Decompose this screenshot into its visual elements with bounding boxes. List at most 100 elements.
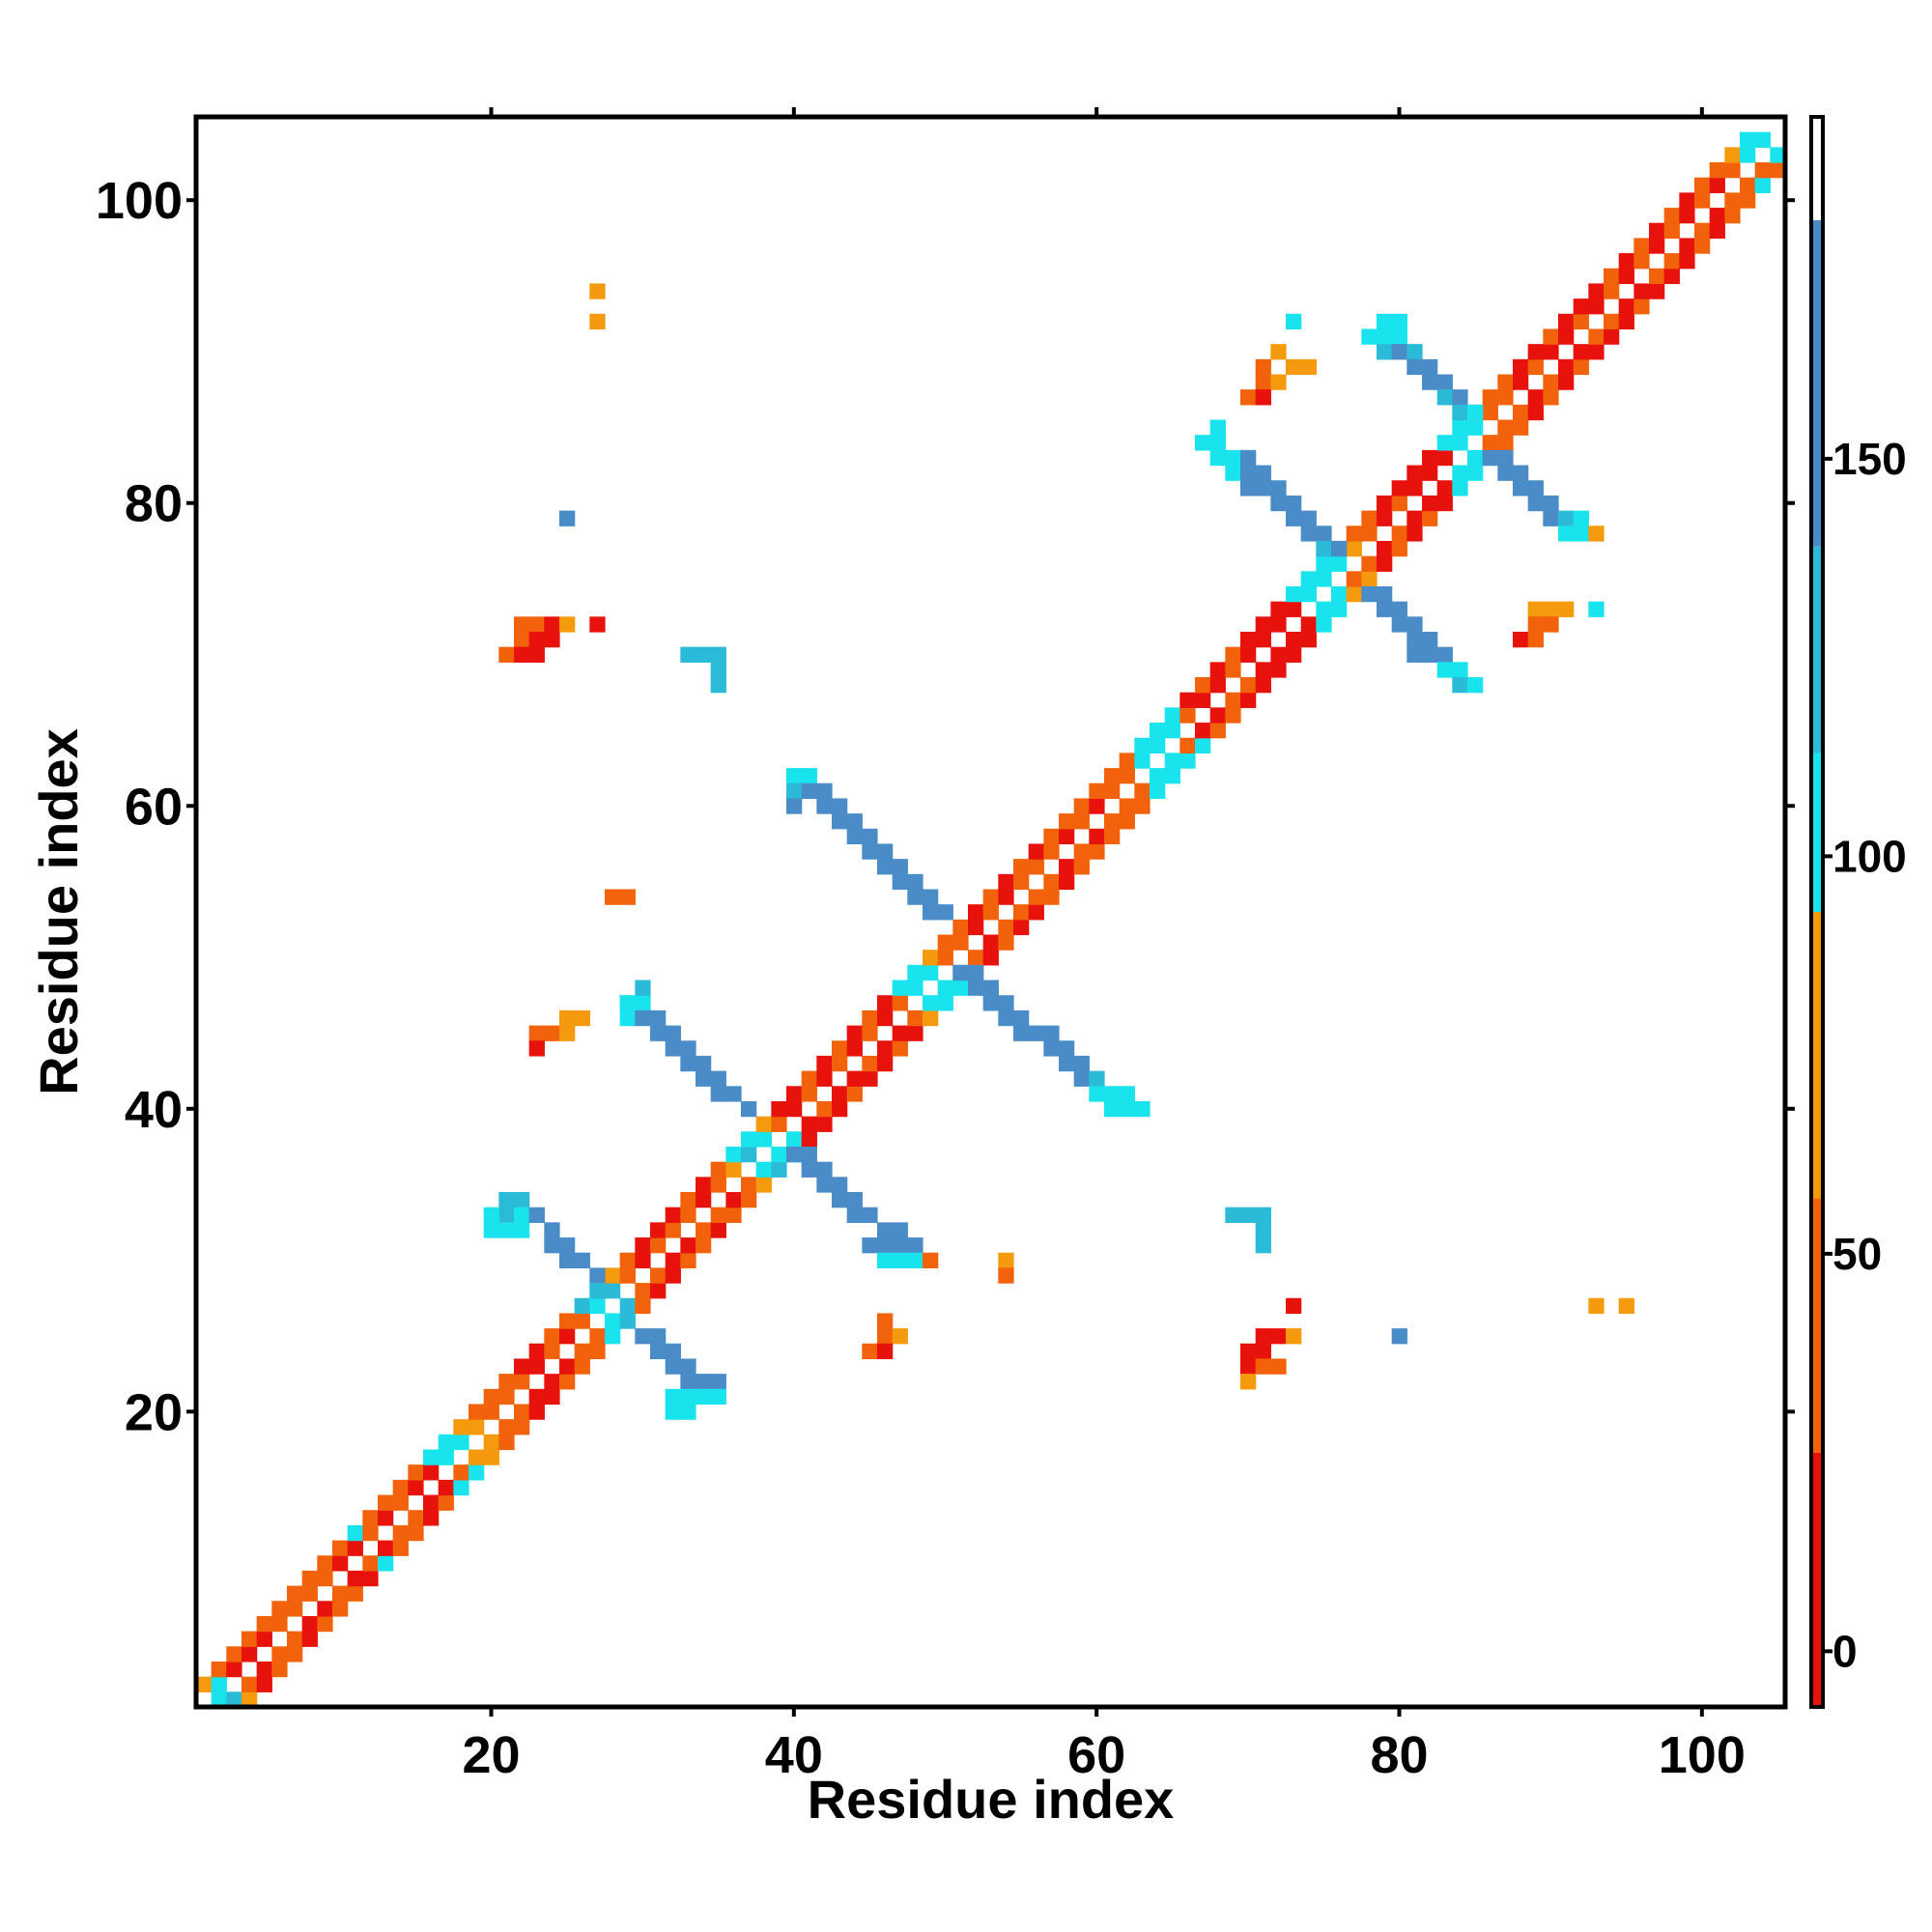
heatmap-cell: [1588, 344, 1605, 360]
heatmap-cell: [559, 1025, 576, 1041]
heatmap-cell: [816, 1070, 833, 1087]
heatmap-cell: [544, 1388, 560, 1406]
heatmap-cell: [801, 1146, 817, 1163]
heatmap-cell: [1270, 646, 1287, 663]
heatmap-cell: [544, 1025, 560, 1041]
heatmap-cell: [1150, 782, 1166, 800]
colorbar-band: [1811, 1198, 1823, 1453]
heatmap-cell: [287, 1631, 303, 1647]
heatmap-cell: [528, 1040, 545, 1057]
heatmap-cell: [1089, 782, 1105, 800]
heatmap-cell: [1527, 404, 1544, 421]
heatmap-cell: [1724, 147, 1741, 163]
heatmap-cell: [287, 1601, 303, 1617]
heatmap-cell: [1346, 585, 1362, 603]
heatmap-cell: [1694, 238, 1711, 254]
y-tick-label: 60: [125, 778, 183, 836]
heatmap-cell: [1618, 253, 1634, 270]
heatmap-cell: [589, 1328, 606, 1345]
heatmap-cell: [832, 1100, 848, 1118]
heatmap-cell: [528, 1207, 545, 1223]
heatmap-cell: [1527, 495, 1544, 512]
heatmap-cell: [589, 616, 606, 633]
heatmap-cell: [544, 1328, 560, 1345]
heatmap-cell: [786, 1086, 803, 1102]
heatmap-cell: [892, 1040, 908, 1057]
heatmap-cell: [786, 768, 803, 784]
heatmap-cell: [1209, 677, 1226, 694]
heatmap-cell: [347, 1585, 363, 1602]
heatmap-cell: [710, 1177, 726, 1193]
heatmap-cell: [589, 1267, 606, 1284]
heatmap-cell: [1270, 480, 1287, 497]
heatmap-cell: [1225, 449, 1241, 467]
heatmap-cell: [771, 1161, 787, 1178]
heatmap-cell: [741, 1131, 757, 1148]
heatmap-cell: [665, 1388, 681, 1406]
heatmap-cell: [498, 1388, 515, 1406]
heatmap-cell: [846, 1207, 863, 1223]
heatmap-cell: [1527, 480, 1544, 497]
heatmap-cell: [528, 631, 545, 648]
heatmap-cell: [982, 934, 999, 951]
heatmap-cell: [453, 1479, 469, 1496]
heatmap-cell: [710, 1388, 726, 1406]
heatmap-cell: [1361, 510, 1378, 526]
heatmap-cell: [408, 1510, 424, 1526]
heatmap-cell: [514, 616, 530, 633]
heatmap-cell: [1179, 707, 1196, 724]
heatmap-cell: [1377, 328, 1393, 345]
heatmap-cell: [1270, 344, 1287, 360]
heatmap-cell: [528, 1388, 545, 1406]
heatmap-cell: [1164, 768, 1180, 784]
heatmap-cell: [1422, 465, 1438, 481]
heatmap-cell: [1709, 208, 1725, 224]
y-tick-label: 20: [125, 1383, 183, 1441]
heatmap-cell: [923, 904, 939, 921]
heatmap-cell: [362, 1524, 379, 1542]
heatmap-cell: [650, 1343, 667, 1360]
heatmap-cell: [1286, 601, 1302, 617]
heatmap-cell: [483, 1434, 499, 1451]
heatmap-cell: [832, 798, 848, 814]
colorbar-tick-label: 50: [1833, 1229, 1882, 1279]
heatmap-cell: [1043, 843, 1060, 860]
heatmap-cell: [1406, 616, 1423, 633]
heatmap-cell: [1300, 631, 1317, 648]
heatmap-cell: [1482, 449, 1498, 467]
heatmap-cell: [1240, 389, 1257, 406]
heatmap-cell: [1028, 1025, 1044, 1041]
heatmap-cell: [1286, 646, 1302, 663]
heatmap-cell: [1286, 495, 1302, 512]
heatmap-cell: [392, 1524, 409, 1542]
heatmap-cell: [1240, 465, 1257, 481]
heatmap-cell: [1255, 1237, 1271, 1254]
heatmap-cell: [1119, 1100, 1135, 1118]
heatmap-cell: [877, 1222, 894, 1238]
heatmap-cell: [907, 980, 923, 996]
heatmap-cell: [665, 1358, 681, 1375]
heatmap-cell: [1346, 571, 1362, 587]
heatmap-cell: [1255, 1207, 1271, 1223]
heatmap-cell: [423, 1464, 440, 1481]
heatmap-cell: [1059, 873, 1075, 891]
heatmap-cell: [710, 677, 726, 694]
heatmap-cell: [1406, 344, 1423, 360]
heatmap-cell: [317, 1601, 333, 1617]
heatmap-cell: [816, 1055, 833, 1072]
heatmap-cell: [301, 1570, 318, 1587]
heatmap-cell: [1406, 646, 1423, 663]
heatmap-cell: [1649, 238, 1665, 254]
y-axis-ticks: 20 40 60 80 100: [96, 172, 1795, 1441]
heatmap-cell: [1452, 465, 1468, 481]
heatmap-cell: [1119, 768, 1135, 784]
heatmap-cell: [1104, 828, 1121, 845]
heatmap-cell: [619, 1297, 636, 1315]
heatmap-cell: [1089, 843, 1105, 860]
heatmap-cell: [696, 1374, 712, 1390]
colorbar-tick-label: 150: [1833, 434, 1907, 484]
heatmap-cell: [937, 980, 953, 996]
heatmap-cell: [696, 1055, 712, 1072]
heatmap-cell: [1754, 177, 1771, 193]
heatmap-cell: [877, 1237, 894, 1254]
